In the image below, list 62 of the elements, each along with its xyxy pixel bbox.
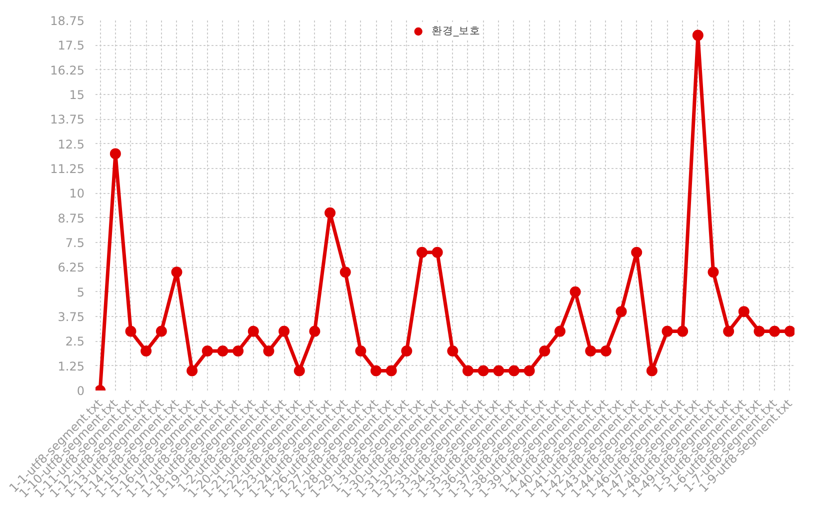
point (294, 365, 305, 376)
point (416, 246, 428, 258)
y-tick-label: 2.5 (65, 334, 85, 349)
point (738, 306, 750, 318)
point (462, 365, 474, 376)
point (570, 286, 581, 298)
y-tick-label: 16.25 (50, 63, 85, 78)
point (202, 346, 213, 357)
point (539, 346, 550, 357)
point (769, 326, 780, 337)
point (125, 326, 136, 337)
y-tick-label: 15 (69, 88, 85, 102)
point (493, 365, 504, 376)
point (585, 346, 596, 357)
point (309, 326, 320, 337)
point (662, 326, 673, 337)
point (432, 246, 443, 258)
point (478, 365, 489, 376)
point (708, 266, 719, 278)
point (386, 365, 397, 376)
point (600, 346, 612, 357)
y-tick-label: 11.25 (50, 162, 85, 176)
y-tick-label: 18.75 (50, 14, 85, 28)
point (248, 326, 259, 337)
y-tick-label: 17.5 (58, 38, 84, 53)
point (723, 326, 734, 337)
point (616, 306, 627, 318)
legend-label: 환경_보호 (431, 24, 481, 38)
point (554, 326, 566, 337)
point (447, 346, 458, 357)
point (692, 30, 704, 41)
y-tick-label: 12.5 (58, 137, 84, 152)
point (784, 326, 794, 337)
point (186, 365, 198, 376)
point (340, 266, 351, 278)
point (232, 346, 244, 357)
point (524, 365, 535, 376)
y-tick-label: 0 (76, 384, 85, 398)
point (646, 365, 658, 376)
point (140, 346, 152, 357)
y-tick-label: 13.75 (50, 112, 85, 127)
y-tick-label: 10 (69, 186, 85, 201)
point (508, 365, 520, 376)
point (631, 246, 642, 258)
y-tick-label: 8.75 (58, 211, 84, 226)
y-tick-label: 5 (76, 285, 85, 300)
point (217, 346, 228, 357)
point (263, 346, 274, 357)
point (370, 365, 382, 376)
point (171, 266, 182, 278)
y-tick-label: 6.25 (58, 260, 84, 275)
point (401, 346, 412, 357)
point (677, 326, 688, 337)
point (156, 326, 167, 337)
y-tick-label: 1.25 (58, 359, 84, 374)
point (355, 346, 366, 357)
point (110, 148, 121, 160)
y-tick-label: 7.5 (65, 236, 85, 250)
point (324, 207, 336, 218)
y-tick-label: 3.75 (58, 310, 84, 324)
point (278, 326, 290, 337)
point (754, 326, 765, 337)
